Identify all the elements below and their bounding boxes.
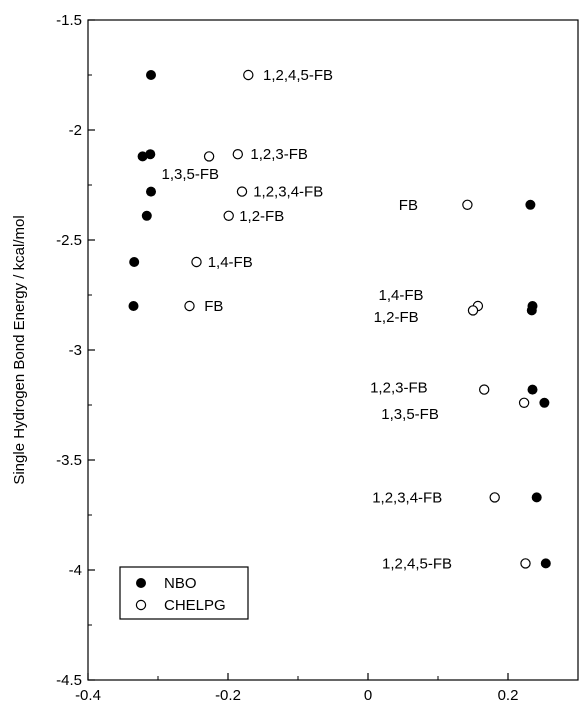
- y-tick-label: -4: [69, 562, 82, 579]
- y-tick-label: -2.5: [56, 232, 82, 249]
- nbo-point: [145, 149, 156, 160]
- data-points: [128, 69, 551, 569]
- x-tick-label: 0: [364, 687, 372, 704]
- y-axis-title: Single Hydrogen Bond Energy / kcal/mol: [11, 215, 28, 484]
- point-label: 1,3,5-FB: [381, 406, 439, 423]
- chelpg-point: [518, 397, 530, 408]
- chelpg-point: [223, 210, 234, 221]
- chelpg-point: [191, 256, 202, 268]
- x-tick-label: -0.2: [215, 687, 241, 704]
- point-label: 1,2,3-FB: [370, 379, 428, 396]
- point-label: 1,2,3,4-FB: [253, 184, 323, 201]
- chelpg-point: [184, 300, 195, 312]
- point-label: 1,2,3-FB: [250, 146, 308, 163]
- point-label: FB: [204, 298, 223, 315]
- nbo-point: [531, 492, 542, 503]
- y-tick-label: -4.5: [56, 672, 82, 689]
- point-labels: 1,2,4,5-FB 1,2,3-FB 1,3,5-FB 1,2,3,4-FB 1,2-…: [162, 67, 453, 572]
- chelpg-point: [467, 305, 479, 316]
- point-label: 1,4-FB: [208, 254, 253, 271]
- chelpg-point: [236, 186, 248, 197]
- nbo-point: [141, 210, 152, 221]
- legend-marker-chelpg: [135, 599, 147, 611]
- nbo-point: [526, 305, 537, 316]
- legend-marker-nbo: [136, 578, 146, 588]
- y-tick-label: -3.5: [56, 452, 82, 469]
- legend: NBO CHELPG: [119, 566, 249, 620]
- chelpg-point: [489, 492, 500, 503]
- x-tick-label: 0.2: [498, 687, 519, 704]
- y-tick-label: -2: [69, 122, 82, 139]
- legend-label-nbo: NBO: [164, 575, 197, 592]
- point-label: 1,3,5-FB: [162, 166, 220, 183]
- point-label: FB: [399, 197, 418, 214]
- legend-label-chelpg: CHELPG: [164, 597, 226, 614]
- nbo-point: [137, 151, 148, 162]
- legend-box: [119, 566, 249, 620]
- nbo-point: [128, 301, 139, 311]
- nbo-point: [525, 199, 536, 210]
- point-label: 1,2,4,5-FB: [382, 555, 452, 572]
- point-label: 1,2,4,5-FB: [263, 67, 333, 84]
- nbo-point: [146, 186, 156, 197]
- y-axis: -1.5 -2 -2.5 -3 -3.5 -4 -4.5: [56, 12, 95, 689]
- nbo-point: [527, 384, 538, 395]
- point-label: 1,2,3,4-FB: [372, 489, 442, 506]
- chelpg-point: [232, 148, 243, 160]
- y-tick-label: -3: [69, 342, 82, 359]
- chelpg-point: [479, 384, 490, 395]
- x-tick-label: -0.4: [75, 687, 101, 704]
- chelpg-point: [243, 69, 254, 81]
- chelpg-point: [520, 558, 531, 569]
- x-axis: -0.4 -0.2 0 0.2: [75, 673, 518, 704]
- nbo-point: [129, 257, 140, 267]
- chelpg-point: [203, 151, 215, 162]
- nbo-point: [540, 558, 551, 569]
- chelpg-point: [462, 199, 473, 210]
- point-label: 1,2-FB: [239, 208, 284, 225]
- point-label: 1,2-FB: [374, 309, 419, 326]
- y-tick-label: -1.5: [56, 12, 82, 29]
- point-label: 1,4-FB: [379, 287, 424, 304]
- nbo-point: [146, 70, 156, 80]
- nbo-point: [539, 397, 550, 408]
